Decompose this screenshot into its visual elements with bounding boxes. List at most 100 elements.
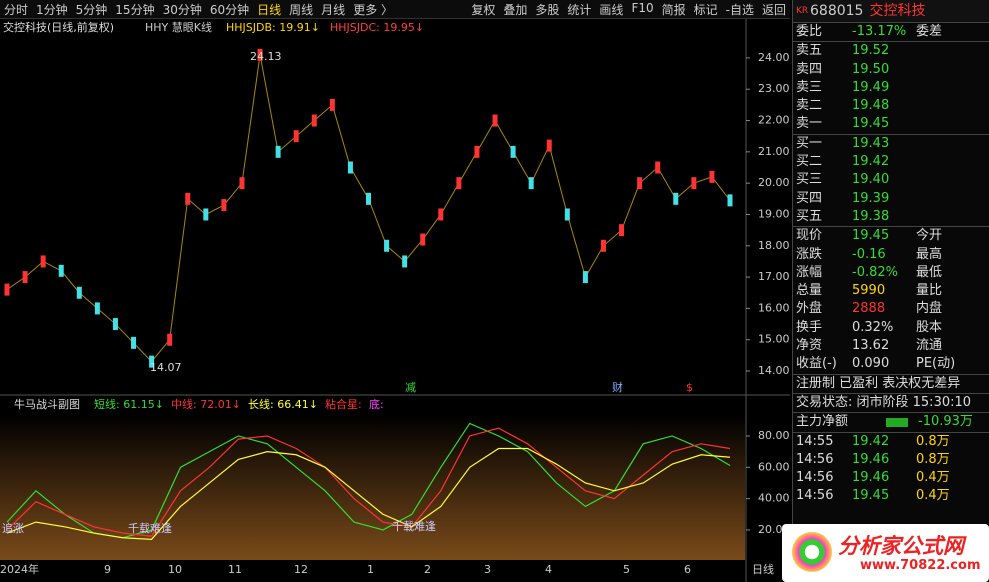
period-tab[interactable]: 分时 [4,3,29,17]
stock-header: KR 688015 交控科技 [793,0,989,22]
quote-row: 14:55 19.42 0.8万 [793,433,989,451]
candle [293,130,299,143]
value: 19.42 [852,154,890,170]
legend: 中线: 72.01↓ [171,397,241,411]
y-tick-label: 24.00 [758,51,790,64]
candle [329,98,335,111]
quote-row: 现价 19.45 今开 [793,227,989,245]
indicator-label: HHJSJDB: 19.91↓ [226,21,320,34]
y-tick-label: 14.00 [758,364,790,377]
quote-row: 买一 19.43 [793,135,989,153]
candle [673,192,679,205]
candle [257,48,263,61]
value: 19.38 [852,208,890,224]
value: 19.45 [852,116,890,132]
quote-panel: KR 688015 交控科技 委比 -13.17% 委差 卖五 19.52 卖四 19.5… [792,0,989,582]
label: 换手 [796,319,823,335]
value: 19.52 [852,43,890,59]
label: 量比 [916,283,943,299]
action-button[interactable]: F10 [631,1,654,15]
label: 最低 [916,264,943,280]
label: 委比 [796,24,823,39]
action-button[interactable]: 标记 [693,3,718,17]
period-tab[interactable]: 周线 [289,3,314,17]
label: 股本 [916,319,943,335]
action-button[interactable]: 简报 [661,3,686,17]
annotation: 减 [405,381,416,394]
value: 19.39 [852,190,890,206]
label: 14:56 [796,451,834,467]
indicator: HHY 慧眼K线 [145,20,212,34]
x-tick-label: 4 [545,563,552,576]
y-tick-label: 18.00 [758,239,790,252]
period-tab[interactable]: 月线 [321,3,346,17]
label: 0.4万 [916,470,950,486]
candle [492,114,498,127]
ticks: 14:55 19.42 0.8万 14:56 19.46 0.8万 14:56 19.46 0.… [793,431,989,506]
label: 今开 [916,228,943,244]
action-button[interactable]: -自选 [725,3,754,17]
indicator-label: HHJSJDC: 19.95↓ [330,21,424,34]
period-tab[interactable]: 60分钟 [209,3,250,17]
label: 14:56 [796,470,834,486]
label: 0.8万 [916,451,950,467]
value: -10.93万 [918,414,973,430]
candle [131,336,137,349]
period-tab[interactable]: 30分钟 [162,3,202,17]
candle [582,271,588,284]
quote-row: 14:56 19.45 0.4万 [793,487,989,505]
candle [366,192,371,205]
quote-row: 卖四 19.50 [793,61,989,79]
value: -13.17% [852,24,907,39]
badge: KR [796,6,809,16]
candle [58,264,64,277]
y-tick-label: 40.00 [758,492,790,505]
candle [4,283,10,296]
stats: 现价 19.45 今开 涨跌 -0.16 最高 涨幅 -0.82% 最低 总量 5990 量比 外盘 28… [793,226,989,373]
candle [203,208,209,221]
candle [456,177,462,190]
action-button[interactable]: 统计 [567,3,592,17]
value: -0.16 [852,246,886,262]
action-button[interactable]: 叠加 [503,3,528,17]
logo [792,532,832,572]
sub-bg [0,415,745,560]
annotation: $ [686,381,693,394]
quote-row: 总量 5990 量比 [793,282,989,300]
period-tab[interactable]: 日线 [257,3,282,17]
period-tab[interactable]: 15分钟 [115,3,155,17]
period-tab[interactable]: 5分钟 [75,3,108,17]
action-button[interactable]: 返回 [761,3,786,17]
label: 涨跌 [796,246,823,262]
period-tab[interactable]: 1分钟 [36,3,68,17]
quote-row: 涨跌 -0.16 最高 [793,246,989,264]
candle [727,194,733,207]
label: 收益(-) [796,356,837,372]
label: 买一 [796,135,823,151]
label: 内盘 [916,301,943,317]
candle [76,286,82,299]
label: 委差 [916,24,943,39]
quote-row: 买三 19.40 [793,171,989,189]
quote-row: 卖三 19.49 [793,79,989,97]
y-tick-label: 17.00 [758,270,790,283]
action-button[interactable]: 多股 [535,3,560,17]
label: PE(动) [916,356,956,372]
value: 19.48 [852,98,890,114]
quote-row: 外盘 2888 内盘 [793,300,989,318]
action-button[interactable]: 画线 [599,3,624,17]
value: 19.42 [852,433,890,449]
legend: 粘合星: [325,397,362,411]
value: 0.090 [852,356,890,372]
x-tick-label: 2024年 [0,562,39,576]
value: -0.82% [852,264,898,280]
quote-row: 涨幅 -0.82% 最低 [793,264,989,282]
period-tab[interactable]: 更多 〉 [353,3,394,17]
quote-row: 买四 19.39 [793,190,989,208]
action-button[interactable]: 复权 [471,3,496,17]
candle [510,145,516,158]
x-tick-label: 9 [104,563,111,576]
candle [22,271,28,284]
quote-row: 净资 13.62 流通 [793,337,989,355]
